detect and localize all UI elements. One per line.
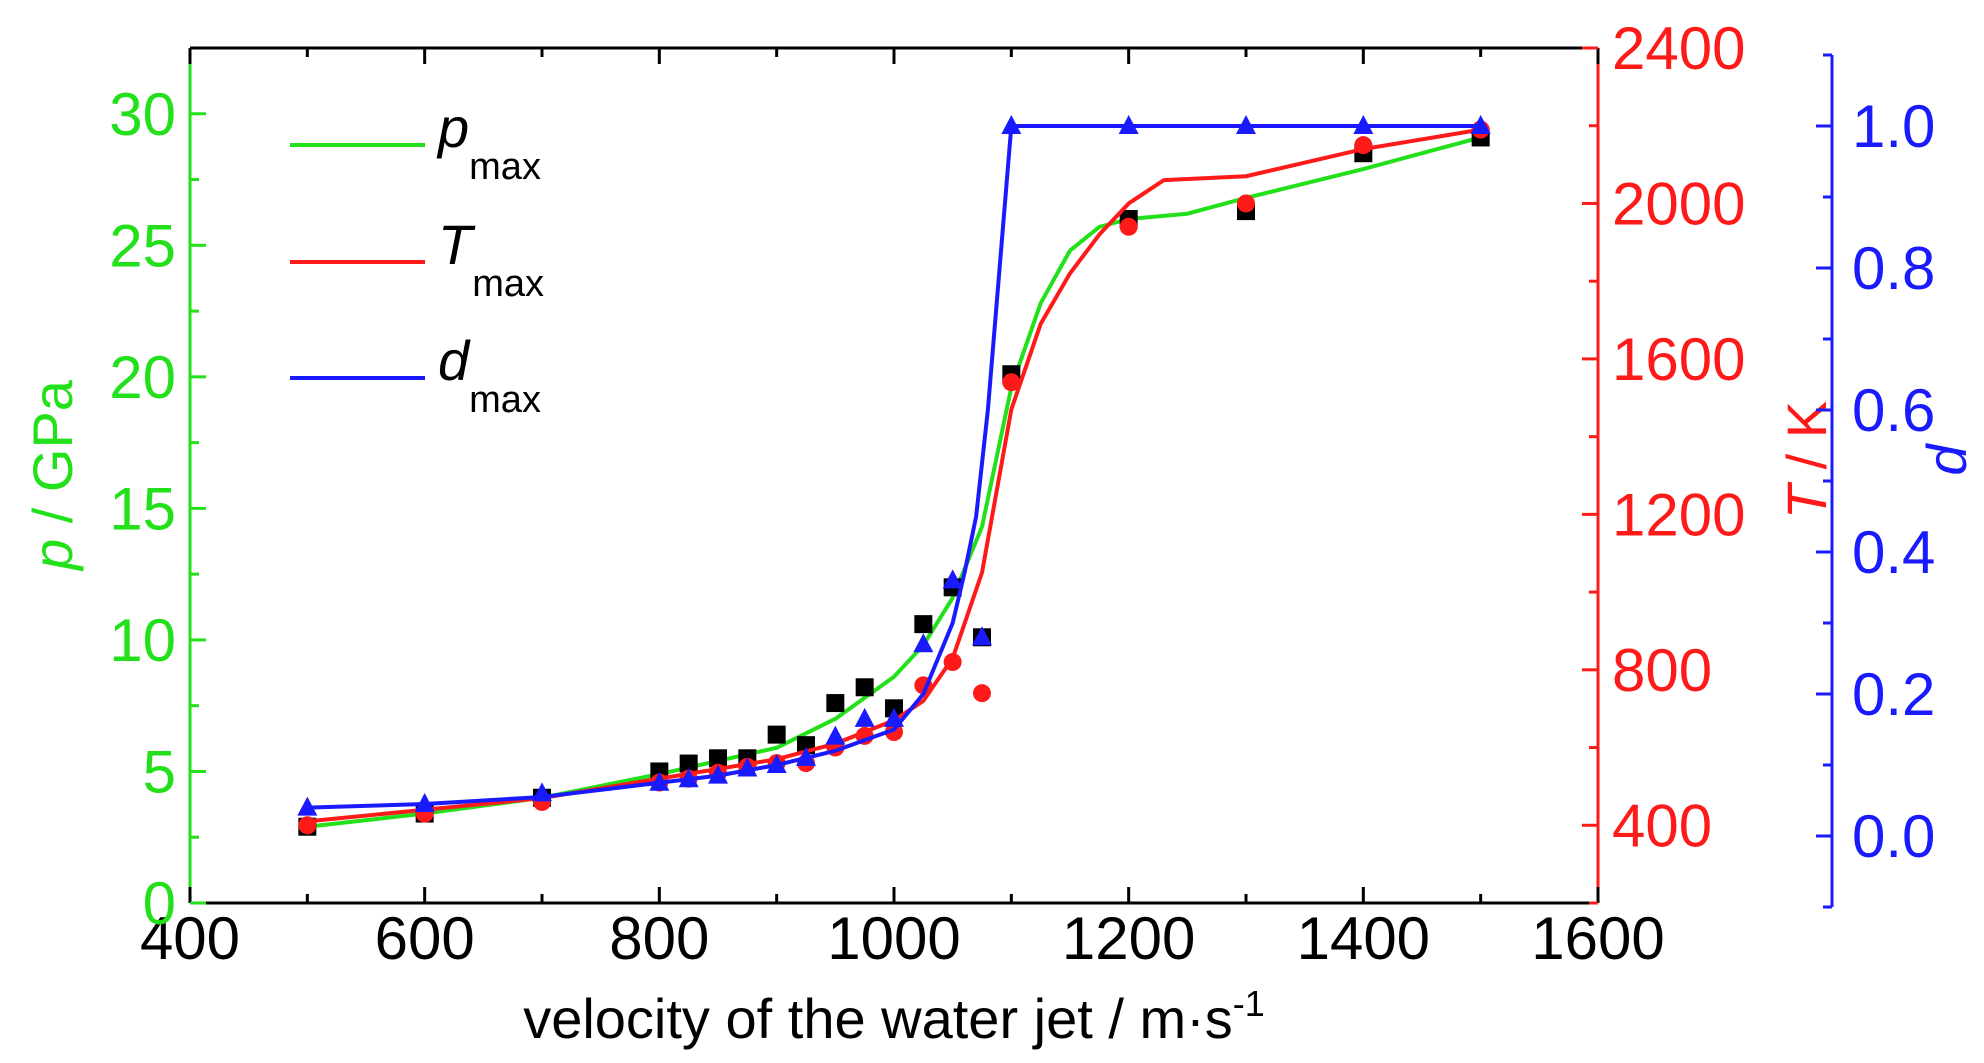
marker-T xyxy=(1237,194,1255,213)
marker-d xyxy=(678,768,699,788)
y-d-tick-label: 0.4 xyxy=(1852,519,1935,586)
marker-d xyxy=(649,771,670,791)
marker-p xyxy=(826,694,845,713)
marker-d xyxy=(1236,115,1256,134)
y-d-tick-label: 0.6 xyxy=(1852,377,1935,444)
x-tick-label: 1600 xyxy=(1531,905,1664,972)
y-T-tick-label: 2400 xyxy=(1612,15,1745,82)
marker-T xyxy=(943,653,962,672)
marker-p xyxy=(709,749,727,768)
y-left-tick-label: 10 xyxy=(109,607,176,674)
y-T-axis-title: T / K xyxy=(1775,401,1838,519)
y-left-axis-title: p / GPa xyxy=(21,379,84,572)
marker-d xyxy=(1001,115,1022,134)
y-left-tick-label: 15 xyxy=(109,475,176,542)
chart-legend: pmax Tmax dmax xyxy=(290,96,544,421)
y-T-tick-label: 1200 xyxy=(1612,481,1745,548)
y-d-tick-label: 0.2 xyxy=(1852,661,1935,728)
chart-axes: 400 600 800 1000 1200 1400 1600 velocity of the… xyxy=(21,15,1978,1050)
marker-p xyxy=(767,725,786,744)
x-axis-title: velocity of the water jet / m·s-1 xyxy=(523,983,1265,1050)
x-tick-label: 1000 xyxy=(827,905,960,972)
marker-d xyxy=(532,782,552,802)
marker-d xyxy=(796,746,816,766)
y-left-tick-label: 30 xyxy=(109,81,176,148)
marker-d xyxy=(1353,115,1374,134)
marker-d xyxy=(1118,115,1139,134)
y-left-tick-label: 5 xyxy=(143,738,176,805)
marker-T xyxy=(885,723,903,741)
y-T-tick-label: 1600 xyxy=(1612,326,1745,393)
marker-d xyxy=(737,757,758,777)
y-left-tick-label: 25 xyxy=(109,212,176,279)
marker-d xyxy=(1470,115,1491,134)
legend-label-d: dmax xyxy=(438,329,541,421)
chart-plot-area xyxy=(297,115,1491,836)
marker-d xyxy=(913,633,934,653)
y-T-tick-label: 800 xyxy=(1612,637,1712,704)
legend-label-p: pmax xyxy=(436,96,541,188)
marker-p xyxy=(679,754,698,773)
y-left-tick-label: 20 xyxy=(109,344,176,411)
legend-label-T: Tmax xyxy=(438,213,544,305)
marker-d xyxy=(972,626,992,646)
marker-T xyxy=(298,816,317,835)
x-tick-label: 1400 xyxy=(1297,905,1430,972)
marker-d xyxy=(942,569,963,589)
marker-T xyxy=(1119,217,1138,236)
y-d-tick-label: 1.0 xyxy=(1852,93,1935,160)
x-tick-label: 800 xyxy=(609,905,709,972)
x-tick-label: 600 xyxy=(375,905,475,972)
marker-d xyxy=(766,754,787,773)
marker-d xyxy=(708,764,728,784)
y-d-tick-label: 0.8 xyxy=(1852,235,1935,302)
series-line-T xyxy=(307,127,1481,824)
marker-d xyxy=(414,793,435,813)
marker-d xyxy=(825,725,846,745)
y-T-tick-label: 2000 xyxy=(1612,170,1745,237)
y-d-axis-title: d xyxy=(1915,443,1978,476)
marker-T xyxy=(973,684,991,703)
x-tick-label: 400 xyxy=(140,905,240,972)
x-tick-label: 1200 xyxy=(1062,905,1195,972)
marker-d xyxy=(297,796,318,816)
y-d-tick-label: 0.0 xyxy=(1852,803,1935,870)
marker-d xyxy=(854,707,875,727)
marker-p xyxy=(914,615,933,634)
y-T-tick-label: 400 xyxy=(1612,792,1712,859)
y-left-tick-label: 0 xyxy=(143,870,176,937)
marker-T xyxy=(1354,136,1373,155)
marker-d xyxy=(884,707,904,727)
marker-p xyxy=(855,678,874,697)
marker-T xyxy=(1002,373,1021,392)
